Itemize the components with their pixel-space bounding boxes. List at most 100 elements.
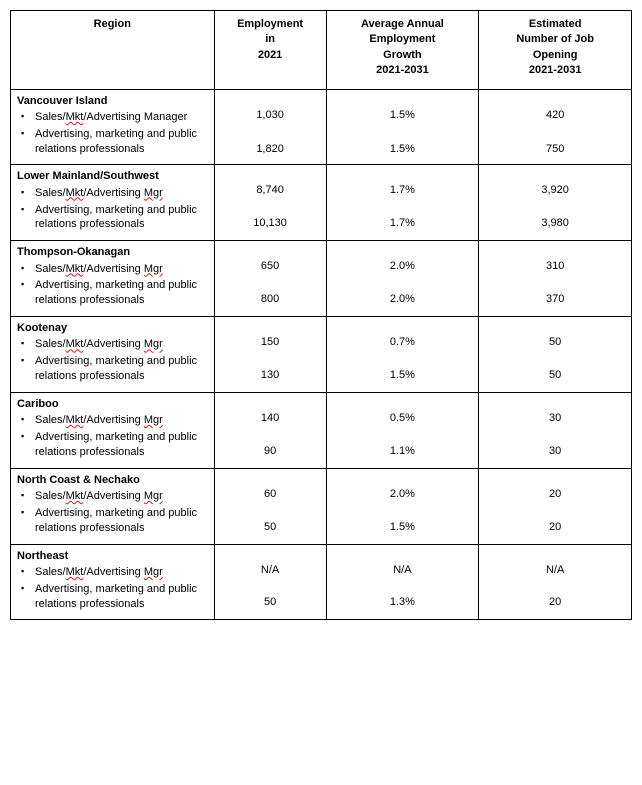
- occupation-list: Sales/Mkt/Advertising Mgr Advertising, ma…: [17, 489, 208, 536]
- table-row: Vancouver Island Sales/Mkt/Advertising Ma…: [11, 89, 632, 165]
- employment-cell: 8,740 10,130: [214, 165, 326, 241]
- cell-value: 2.0%: [331, 487, 475, 502]
- cell-value: 50: [219, 595, 322, 610]
- cell-value: 50: [219, 520, 322, 535]
- occupation-list: Sales/Mkt/Advertising Manager Advertising…: [17, 110, 208, 157]
- cell-value: 650: [219, 259, 322, 274]
- occupation-item: Advertising, marketing and public relati…: [21, 430, 208, 460]
- occupation-item: Sales/Mkt/Advertising Mgr: [21, 262, 208, 277]
- cell-value: 0.7%: [331, 335, 475, 350]
- region-name: Vancouver Island: [17, 94, 208, 108]
- cell-value: 20: [483, 487, 627, 502]
- cell-value: N/A: [483, 563, 627, 578]
- occupation-item: Advertising, marketing and public relati…: [21, 506, 208, 536]
- cell-value: 1,030: [219, 108, 322, 123]
- employment-cell: 150 130: [214, 317, 326, 393]
- cell-value: 50: [483, 335, 627, 350]
- openings-cell: 3,920 3,980: [479, 165, 632, 241]
- col-header-employment: Employmentin2021: [214, 11, 326, 90]
- occupation-item: Advertising, marketing and public relati…: [21, 354, 208, 384]
- cell-value: 140: [219, 411, 322, 426]
- region-cell: Kootenay Sales/Mkt/Advertising Mgr Adverti…: [11, 317, 215, 393]
- growth-cell: 1.5% 1.5%: [326, 89, 479, 165]
- growth-cell: 0.7% 1.5%: [326, 317, 479, 393]
- openings-cell: 30 30: [479, 392, 632, 468]
- occupation-item: Sales/Mkt/Advertising Mgr: [21, 186, 208, 201]
- region-name: Kootenay: [17, 321, 208, 335]
- cell-value: 420: [483, 108, 627, 123]
- header-row: Region Employmentin2021 Average AnnualEm…: [11, 11, 632, 90]
- cell-value: 1.5%: [331, 142, 475, 157]
- cell-value: 150: [219, 335, 322, 350]
- growth-cell: 1.7% 1.7%: [326, 165, 479, 241]
- occupation-item: Advertising, marketing and public relati…: [21, 278, 208, 308]
- cell-value: 1.3%: [331, 595, 475, 610]
- region-name: North Coast & Nechako: [17, 473, 208, 487]
- col-header-region: Region: [11, 11, 215, 90]
- cell-value: 3,980: [483, 216, 627, 231]
- occupation-item: Sales/Mkt/Advertising Mgr: [21, 489, 208, 504]
- cell-value: 30: [483, 411, 627, 426]
- occupation-item: Advertising, marketing and public relati…: [21, 582, 208, 612]
- region-cell: Thompson-Okanagan Sales/Mkt/Advertising M…: [11, 241, 215, 317]
- employment-cell: 1,030 1,820: [214, 89, 326, 165]
- region-name: Cariboo: [17, 397, 208, 411]
- cell-value: 20: [483, 595, 627, 610]
- openings-cell: 2020: [479, 468, 632, 544]
- openings-cell: N/A 20: [479, 544, 632, 620]
- cell-value: 20: [483, 520, 627, 535]
- cell-value: 1,820: [219, 142, 322, 157]
- cell-value: 90: [219, 444, 322, 459]
- occupation-list: Sales/Mkt/Advertising Mgr Advertising, ma…: [17, 186, 208, 233]
- cell-value: 60: [219, 487, 322, 502]
- occupation-item: Sales/Mkt/Advertising Mgr: [21, 565, 208, 580]
- growth-cell: N/A 1.3%: [326, 544, 479, 620]
- region-cell: Vancouver Island Sales/Mkt/Advertising Ma…: [11, 89, 215, 165]
- cell-value: 30: [483, 444, 627, 459]
- cell-value: 0.5%: [331, 411, 475, 426]
- col-header-growth: Average AnnualEmploymentGrowth2021-2031: [326, 11, 479, 90]
- cell-value: 8,740: [219, 183, 322, 198]
- table-row: NortheastSales/Mkt/Advertising MgrAdvert…: [11, 544, 632, 620]
- cell-value: 2.0%: [331, 259, 475, 274]
- occupation-item: Sales/Mkt/Advertising Mgr: [21, 337, 208, 352]
- table-row: Lower Mainland/SouthwestSales/Mkt/Advert…: [11, 165, 632, 241]
- table-row: Thompson-Okanagan Sales/Mkt/Advertising M…: [11, 241, 632, 317]
- cell-value: 130: [219, 368, 322, 383]
- cell-value: 2.0%: [331, 292, 475, 307]
- cell-value: 1.7%: [331, 183, 475, 198]
- cell-value: 10,130: [219, 216, 322, 231]
- openings-cell: 50 50: [479, 317, 632, 393]
- cell-value: 3,920: [483, 183, 627, 198]
- occupation-item: Advertising, marketing and public relati…: [21, 127, 208, 157]
- region-cell: Cariboo Sales/Mkt/Advertising Mgr Advertis…: [11, 392, 215, 468]
- cell-value: 1.5%: [331, 520, 475, 535]
- occupation-list: Sales/Mkt/Advertising Mgr Advertising, ma…: [17, 337, 208, 384]
- cell-value: 50: [483, 368, 627, 383]
- cell-value: 800: [219, 292, 322, 307]
- cell-value: 1.5%: [331, 368, 475, 383]
- cell-value: N/A: [331, 563, 475, 578]
- occupation-item: Sales/Mkt/Advertising Mgr: [21, 413, 208, 428]
- employment-cell: 140 90: [214, 392, 326, 468]
- table-row: North Coast & Nechako Sales/Mkt/Advertisi…: [11, 468, 632, 544]
- employment-cell: 650 800: [214, 241, 326, 317]
- cell-value: N/A: [219, 563, 322, 578]
- employment-cell: 60 50: [214, 468, 326, 544]
- occupation-item: Advertising, marketing and public relati…: [21, 203, 208, 233]
- growth-cell: 0.5% 1.1%: [326, 392, 479, 468]
- occupation-item: Sales/Mkt/Advertising Manager: [21, 110, 208, 125]
- cell-value: 1.1%: [331, 444, 475, 459]
- region-cell: North Coast & Nechako Sales/Mkt/Advertisi…: [11, 468, 215, 544]
- cell-value: 310: [483, 259, 627, 274]
- occupation-list: Sales/Mkt/Advertising Mgr Advertising, ma…: [17, 565, 208, 612]
- cell-value: 1.7%: [331, 216, 475, 231]
- region-name: Thompson-Okanagan: [17, 245, 208, 259]
- employment-cell: N/A 50: [214, 544, 326, 620]
- employment-table: Region Employmentin2021 Average AnnualEm…: [10, 10, 632, 620]
- occupation-list: Sales/Mkt/Advertising Mgr Advertising, ma…: [17, 413, 208, 460]
- openings-cell: 310 370: [479, 241, 632, 317]
- growth-cell: 2.0% 2.0%: [326, 241, 479, 317]
- cell-value: 370: [483, 292, 627, 307]
- cell-value: 1.5%: [331, 108, 475, 123]
